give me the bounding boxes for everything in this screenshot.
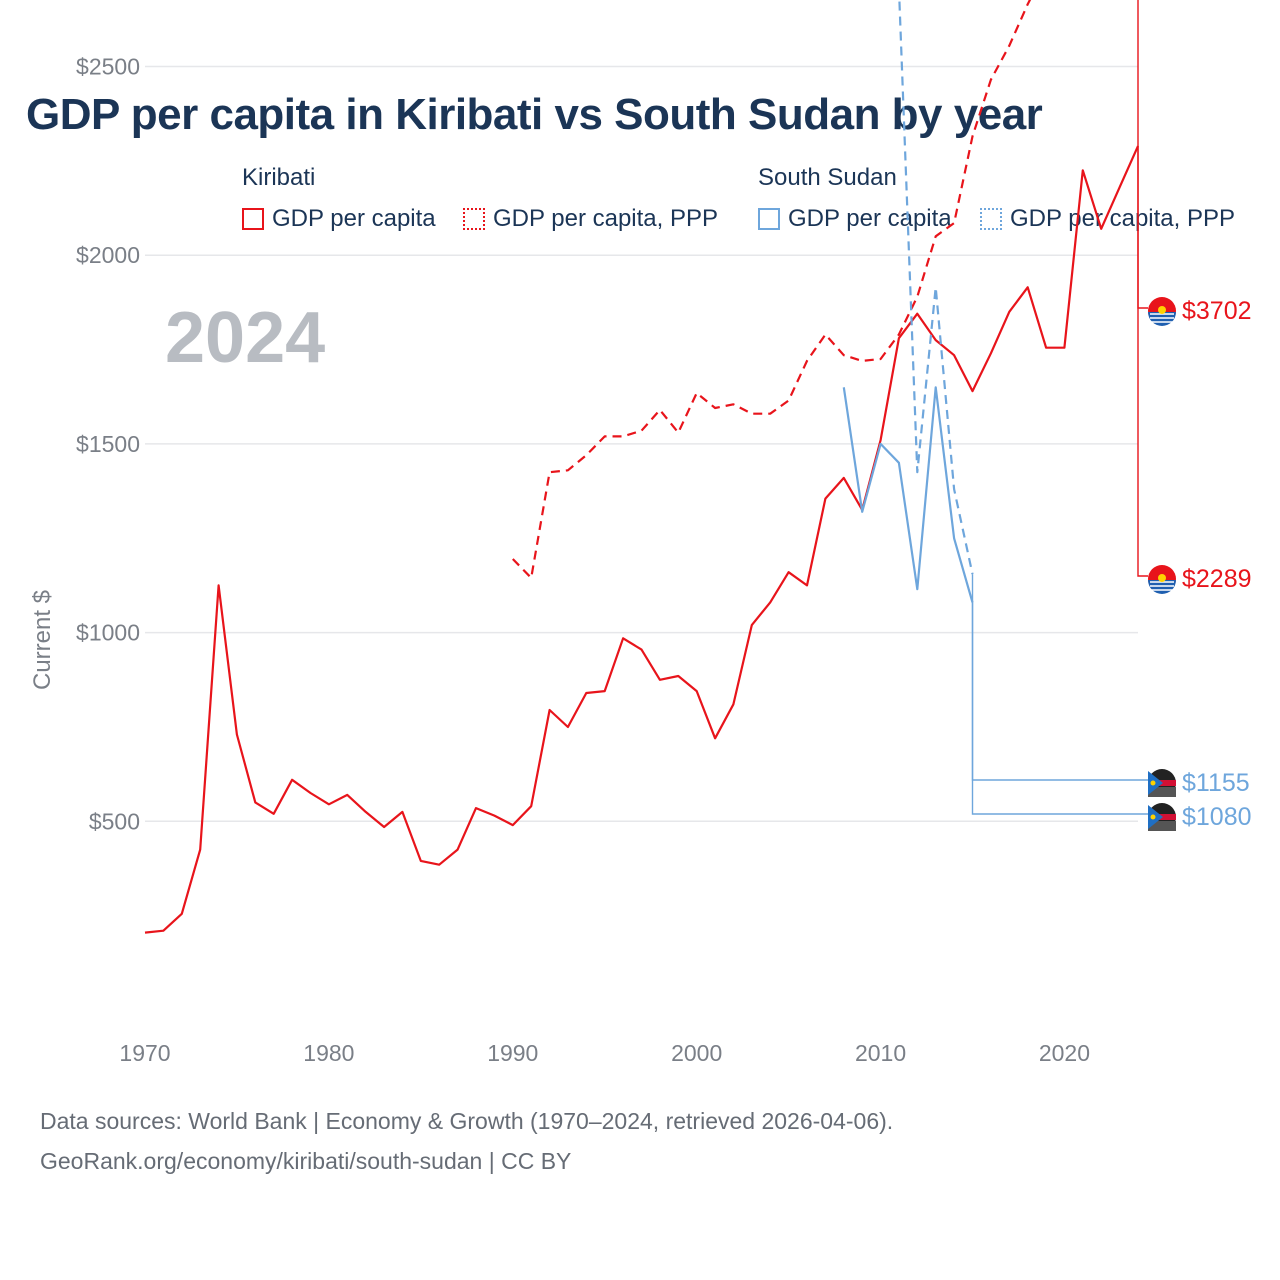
legend-label: GDP per capita — [272, 205, 436, 232]
series-line — [898, 0, 974, 575]
series-line — [512, 0, 1032, 580]
legend-item-kiribati-gdp[interactable]: GDP per capita — [242, 205, 436, 233]
end-value-label: $1080 — [1182, 803, 1252, 831]
end-connector — [971, 602, 1148, 815]
series-lines — [144, 0, 1140, 934]
x-tick-label: 1990 — [487, 1040, 538, 1066]
series-line — [842, 386, 974, 603]
legend-swatch-dotted-blue — [980, 208, 1002, 230]
legend-label: GDP per capita — [788, 205, 952, 232]
legend-item-south-sudan-gdp-ppp[interactable]: GDP per capita, PPP — [980, 205, 1235, 233]
south-sudan-flag-icon — [1148, 769, 1176, 797]
series-line — [144, 145, 1140, 934]
legend-title-kiribati: Kiribati — [242, 164, 316, 191]
kiribati-flag-icon — [1148, 297, 1176, 326]
source-line-2[interactable]: GeoRank.org/economy/kiribati/south-sudan… — [40, 1148, 572, 1174]
y-tick-labels: $500$1000$1500$2000$2500$3000$3500 — [76, 54, 140, 835]
legend-label: GDP per capita, PPP — [493, 205, 718, 232]
y-axis-label: Current $ — [29, 590, 56, 690]
x-tick-labels: 1970 1980 1990 2000 2010 2020 — [119, 1040, 1090, 1066]
y-tick-label: $1500 — [76, 431, 140, 457]
x-tick-label: 2020 — [1039, 1040, 1090, 1066]
end-connector — [1137, 146, 1148, 577]
legend-item-kiribati-gdp-ppp[interactable]: GDP per capita, PPP — [463, 205, 718, 233]
grid-lines — [145, 65, 1138, 823]
end-connector — [1137, 0, 1148, 309]
legend-title-south-sudan: South Sudan — [758, 164, 897, 191]
end-value-label: $1155 — [1182, 769, 1250, 797]
end-connector — [971, 574, 1148, 781]
kiribati-flag-icon — [1148, 565, 1176, 594]
end-value-label: $2289 — [1182, 565, 1252, 593]
x-tick-label: 1970 — [119, 1040, 170, 1066]
legend-swatch-solid-blue — [758, 208, 780, 230]
year-watermark: 2024 — [165, 298, 325, 378]
x-tick-label: 2000 — [671, 1040, 722, 1066]
legend-swatch-dotted-red — [463, 208, 485, 230]
x-tick-label: 1980 — [303, 1040, 354, 1066]
south-sudan-flag-icon — [1148, 803, 1176, 831]
y-tick-label: $2000 — [76, 242, 140, 268]
legend-label: GDP per capita, PPP — [1010, 205, 1235, 232]
x-tick-label: 2010 — [855, 1040, 906, 1066]
y-tick-label: $500 — [89, 808, 140, 834]
end-markers: $2289 $3702 $1080 $1155 — [971, 0, 1252, 831]
source-line-1: Data sources: World Bank | Economy & Gro… — [40, 1108, 894, 1134]
legend-item-south-sudan-gdp[interactable]: GDP per capita — [758, 205, 952, 233]
end-value-label: $3702 — [1182, 297, 1252, 325]
chart-title: GDP per capita in Kiribati vs South Suda… — [26, 90, 1043, 139]
y-tick-label: $2500 — [76, 54, 140, 80]
y-tick-label: $1000 — [76, 620, 140, 646]
legend-swatch-solid-red — [242, 208, 264, 230]
